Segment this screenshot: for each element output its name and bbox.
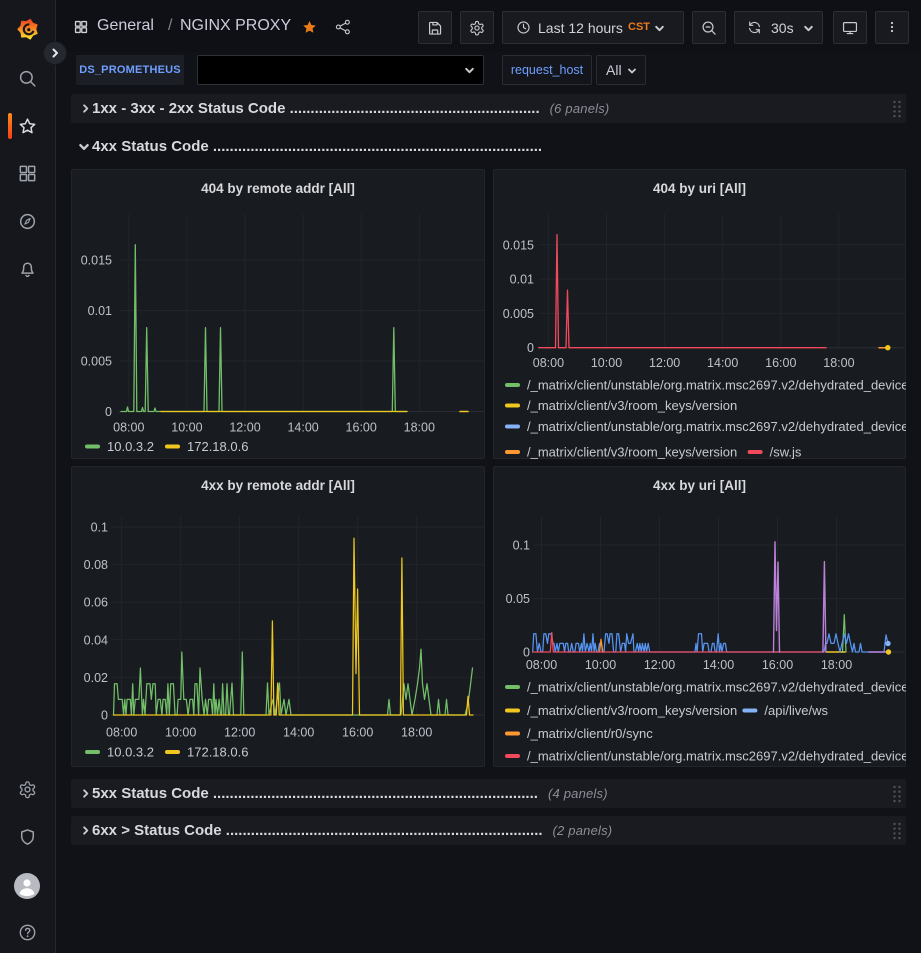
svg-text:/sw.js: /sw.js xyxy=(770,445,802,460)
svg-text:/_matrix/client/v3/room_keys/v: /_matrix/client/v3/room_keys/version xyxy=(527,703,737,718)
svg-text:12:00: 12:00 xyxy=(644,658,675,672)
svg-text:08:00: 08:00 xyxy=(106,726,137,740)
svg-text:14:00: 14:00 xyxy=(703,658,734,672)
svg-text:/_matrix/client/unstable/org.m: /_matrix/client/unstable/org.matrix.msc2… xyxy=(527,749,906,764)
svg-text:0.04: 0.04 xyxy=(84,633,108,647)
svg-text:18:00: 18:00 xyxy=(823,356,854,370)
svg-text:12:00: 12:00 xyxy=(229,421,260,435)
svg-text:0.08: 0.08 xyxy=(84,558,108,572)
svg-text:0: 0 xyxy=(523,646,530,660)
svg-text:0.005: 0.005 xyxy=(81,355,112,369)
svg-text:16:00: 16:00 xyxy=(342,726,373,740)
svg-text:08:00: 08:00 xyxy=(533,356,564,370)
svg-text:/_matrix/client/unstable/org.m: /_matrix/client/unstable/org.matrix.msc2… xyxy=(527,419,906,434)
svg-text:10:00: 10:00 xyxy=(171,421,202,435)
svg-text:12:00: 12:00 xyxy=(649,356,680,370)
svg-text:16:00: 16:00 xyxy=(346,421,377,435)
svg-text:172.18.0.6: 172.18.0.6 xyxy=(187,745,248,760)
svg-text:/_matrix/client/v3/room_keys/v: /_matrix/client/v3/room_keys/version xyxy=(527,445,737,460)
svg-text:404 by uri [All]: 404 by uri [All] xyxy=(653,181,746,196)
svg-text:14:00: 14:00 xyxy=(707,356,738,370)
svg-text:0.015: 0.015 xyxy=(503,238,534,252)
svg-text:18:00: 18:00 xyxy=(821,658,852,672)
svg-text:0.1: 0.1 xyxy=(91,521,108,535)
svg-text:/_matrix/client/r0/sync: /_matrix/client/r0/sync xyxy=(527,726,653,741)
svg-text:172.18.0.6: 172.18.0.6 xyxy=(187,439,248,454)
svg-text:10:00: 10:00 xyxy=(591,356,622,370)
svg-text:16:00: 16:00 xyxy=(765,356,796,370)
svg-text:16:00: 16:00 xyxy=(762,658,793,672)
svg-text:0: 0 xyxy=(527,341,534,355)
svg-text:/_matrix/client/unstable/org.m: /_matrix/client/unstable/org.matrix.msc2… xyxy=(527,378,906,393)
svg-text:18:00: 18:00 xyxy=(401,726,432,740)
svg-text:4xx by uri [All]: 4xx by uri [All] xyxy=(653,478,746,493)
svg-text:4xx by remote addr [All]: 4xx by remote addr [All] xyxy=(201,478,355,493)
svg-text:/_matrix/client/unstable/org.m: /_matrix/client/unstable/org.matrix.msc2… xyxy=(527,680,906,695)
svg-text:08:00: 08:00 xyxy=(526,658,557,672)
svg-text:0: 0 xyxy=(105,405,112,419)
svg-text:0.015: 0.015 xyxy=(81,254,112,268)
svg-text:0.06: 0.06 xyxy=(84,596,108,610)
svg-text:08:00: 08:00 xyxy=(113,421,144,435)
svg-text:0.01: 0.01 xyxy=(510,273,534,287)
svg-text:0.005: 0.005 xyxy=(503,307,534,321)
svg-text:10.0.3.2: 10.0.3.2 xyxy=(107,745,154,760)
svg-text:404 by remote addr [All]: 404 by remote addr [All] xyxy=(201,181,355,196)
svg-text:14:00: 14:00 xyxy=(283,726,314,740)
svg-text:0.1: 0.1 xyxy=(513,539,530,553)
svg-text:/api/live/ws: /api/live/ws xyxy=(764,703,828,718)
svg-text:0.01: 0.01 xyxy=(88,304,112,318)
svg-text:10.0.3.2: 10.0.3.2 xyxy=(107,439,154,454)
svg-text:18:00: 18:00 xyxy=(404,421,435,435)
svg-text:14:00: 14:00 xyxy=(287,421,318,435)
svg-text:10:00: 10:00 xyxy=(165,726,196,740)
svg-text:0.05: 0.05 xyxy=(506,592,530,606)
svg-text:0: 0 xyxy=(101,709,108,723)
svg-text:10:00: 10:00 xyxy=(585,658,616,672)
svg-text:0.02: 0.02 xyxy=(84,671,108,685)
svg-text:12:00: 12:00 xyxy=(224,726,255,740)
svg-text:/_matrix/client/v3/room_keys/v: /_matrix/client/v3/room_keys/version xyxy=(527,398,737,413)
